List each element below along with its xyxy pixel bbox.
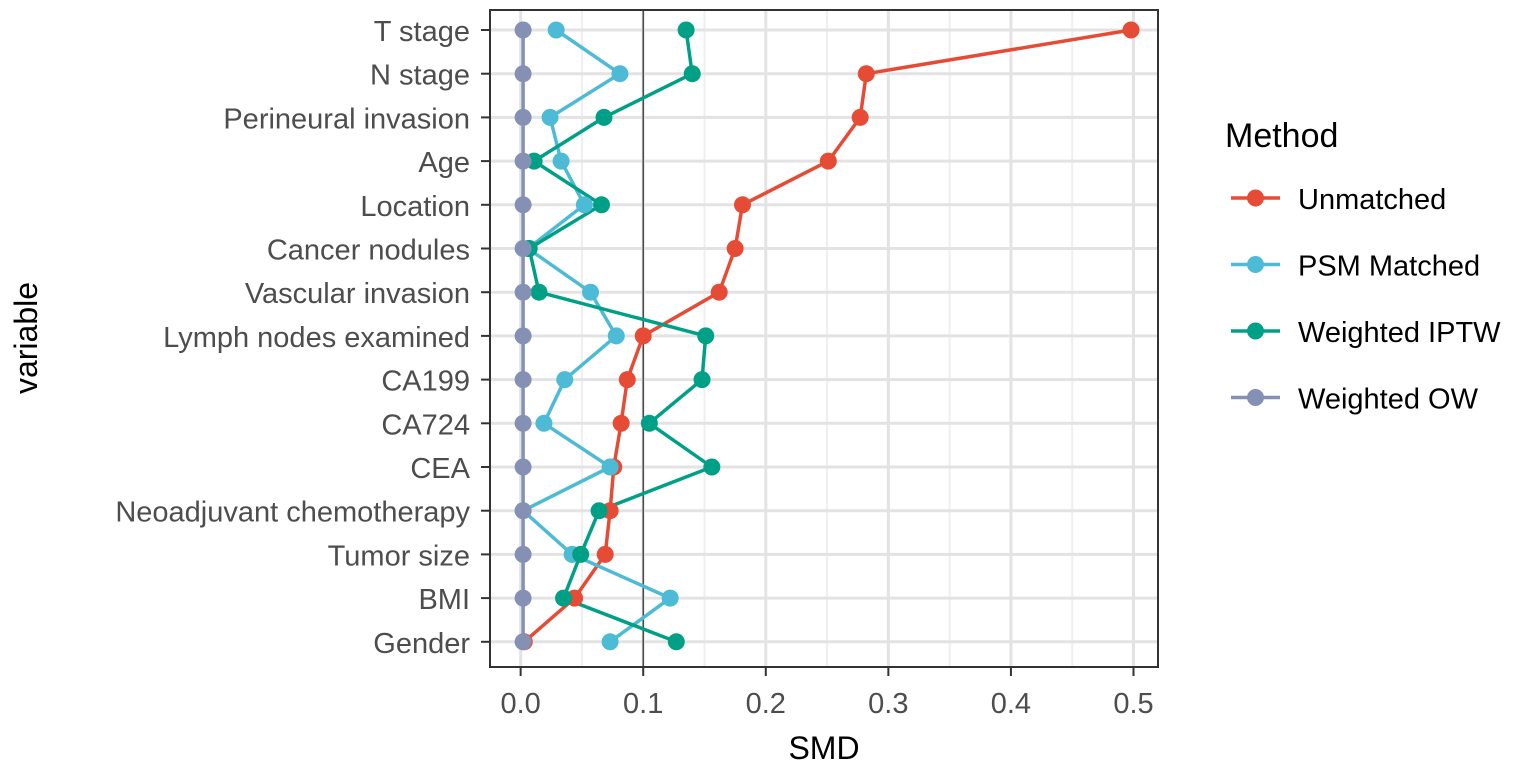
point-weighted-ow xyxy=(514,633,532,651)
point-weighted-ow xyxy=(514,458,532,476)
point-psm-matched xyxy=(607,327,625,345)
legend-title: Method xyxy=(1225,117,1338,155)
legend-label-weighted-iptw: Weighted IPTW xyxy=(1298,317,1501,349)
legend-label-unmatched: Unmatched xyxy=(1298,184,1446,216)
legend-marker-unmatched xyxy=(1247,189,1264,207)
point-unmatched xyxy=(618,371,636,389)
point-weighted-iptw xyxy=(703,458,721,476)
point-unmatched xyxy=(857,65,875,83)
point-weighted-ow xyxy=(514,414,532,432)
point-weighted-iptw xyxy=(595,108,613,126)
legend-label-psm-matched: PSM Matched xyxy=(1298,251,1480,283)
point-psm-matched xyxy=(611,65,629,83)
y-tick-label: Cancer nodules xyxy=(267,235,470,267)
point-weighted-ow xyxy=(514,545,532,563)
point-unmatched xyxy=(726,240,744,257)
point-psm-matched xyxy=(535,414,553,432)
x-tick-label: 0.3 xyxy=(868,688,908,720)
x-tick-label: 0.0 xyxy=(500,688,540,720)
legend-label-weighted-ow: Weighted OW xyxy=(1298,384,1479,416)
point-psm-matched xyxy=(547,21,565,39)
x-axis-title: SMD xyxy=(788,730,859,766)
x-tick-label: 0.2 xyxy=(746,688,786,720)
y-tick-label: CA724 xyxy=(381,409,470,441)
x-tick-label: 0.4 xyxy=(991,688,1031,720)
y-axis-title: variable xyxy=(8,282,44,394)
y-tick-label: Neoadjuvant chemotherapy xyxy=(115,497,470,529)
point-weighted-ow xyxy=(514,327,532,345)
point-unmatched xyxy=(851,108,869,126)
point-psm-matched xyxy=(582,283,600,301)
point-unmatched xyxy=(612,414,630,432)
plot-border xyxy=(489,9,1159,668)
point-weighted-iptw xyxy=(697,327,715,345)
point-psm-matched xyxy=(575,196,593,214)
point-weighted-iptw xyxy=(677,21,695,39)
y-tick-label: BMI xyxy=(418,584,470,616)
point-weighted-iptw xyxy=(590,502,608,520)
point-weighted-ow xyxy=(514,589,532,607)
point-weighted-iptw xyxy=(530,283,548,301)
point-psm-matched xyxy=(601,633,619,651)
point-unmatched xyxy=(733,196,751,214)
point-weighted-ow xyxy=(514,108,532,126)
point-weighted-ow xyxy=(514,65,532,83)
point-psm-matched xyxy=(556,371,574,389)
point-weighted-ow xyxy=(514,240,532,257)
series-layer xyxy=(514,21,1140,651)
y-tick-label: Vascular invasion xyxy=(245,278,470,310)
y-tick-label: CEA xyxy=(410,453,470,485)
point-weighted-iptw xyxy=(640,414,658,432)
legend-marker-weighted-iptw xyxy=(1247,322,1264,340)
axis-layer: T stage N stage Perineural invasion Age Loca… xyxy=(115,16,1153,720)
point-weighted-ow xyxy=(514,152,532,170)
point-weighted-ow xyxy=(514,196,532,214)
y-tick-label: Location xyxy=(360,191,470,223)
y-tick-label: Tumor size xyxy=(328,540,470,572)
y-tick-label: Lymph nodes examined xyxy=(163,322,470,354)
point-weighted-iptw xyxy=(593,196,611,214)
point-unmatched xyxy=(634,327,652,345)
point-weighted-iptw xyxy=(572,545,590,563)
legend-marker-psm-matched xyxy=(1247,256,1264,273)
point-weighted-ow xyxy=(514,371,532,389)
point-unmatched xyxy=(1122,21,1140,39)
y-tick-label: CA199 xyxy=(381,366,470,398)
x-tick-label: 0.5 xyxy=(1113,688,1153,720)
point-weighted-ow xyxy=(514,21,532,39)
point-psm-matched xyxy=(541,108,559,126)
point-psm-matched xyxy=(601,458,619,476)
point-weighted-ow xyxy=(514,502,532,520)
y-tick-label: Perineural invasion xyxy=(223,103,470,135)
point-weighted-iptw xyxy=(555,589,573,607)
y-tick-label: Gender xyxy=(373,628,470,660)
legend: Method Unmatched PSM Matched Weighted IPTW… xyxy=(1225,117,1501,416)
point-weighted-iptw xyxy=(693,371,711,389)
x-tick-label: 0.1 xyxy=(623,688,663,720)
point-weighted-iptw xyxy=(667,633,685,651)
point-psm-matched xyxy=(552,152,570,170)
point-weighted-ow xyxy=(514,283,532,301)
legend-marker-weighted-ow xyxy=(1247,389,1264,406)
y-tick-label: T stage xyxy=(374,16,470,48)
plot-panel xyxy=(490,10,1158,667)
y-tick-label: N stage xyxy=(370,60,470,92)
y-tick-label: Age xyxy=(418,147,470,179)
point-unmatched xyxy=(819,152,837,170)
point-psm-matched xyxy=(661,589,679,607)
point-weighted-iptw xyxy=(683,65,701,83)
point-unmatched xyxy=(710,283,728,301)
point-unmatched xyxy=(596,545,614,563)
